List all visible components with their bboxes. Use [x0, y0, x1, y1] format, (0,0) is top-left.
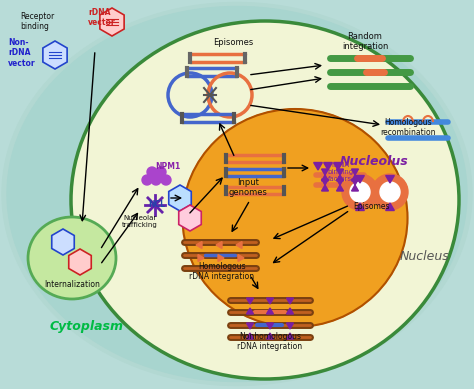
Text: NPM1: NPM1 [155, 162, 180, 171]
Polygon shape [69, 249, 91, 275]
Circle shape [380, 182, 400, 202]
Circle shape [342, 174, 378, 210]
Polygon shape [52, 229, 74, 255]
Text: rDNA
binding
factors: rDNA binding factors [327, 162, 353, 182]
Text: NCL: NCL [148, 200, 165, 209]
Text: Nucleus: Nucleus [400, 250, 450, 263]
Circle shape [156, 167, 166, 177]
Circle shape [161, 175, 171, 185]
Circle shape [147, 167, 157, 177]
Text: Non-
rDNA
vector: Non- rDNA vector [8, 38, 36, 68]
Text: Cytoplasm: Cytoplasm [50, 320, 124, 333]
Ellipse shape [2, 2, 472, 385]
Text: Internalization: Internalization [44, 280, 100, 289]
Polygon shape [179, 205, 201, 231]
Text: Nucleolus: Nucleolus [340, 155, 409, 168]
Ellipse shape [28, 217, 116, 299]
Polygon shape [43, 41, 67, 69]
Circle shape [372, 174, 408, 210]
Text: Input
genomes: Input genomes [228, 178, 267, 197]
Text: Nonhomologous
rDNA integration: Nonhomologous rDNA integration [237, 332, 302, 351]
Text: Nucleolar
trafficking: Nucleolar trafficking [122, 215, 158, 228]
Circle shape [350, 182, 370, 202]
Text: Receptor
binding: Receptor binding [20, 12, 54, 32]
Text: Random
integration: Random integration [342, 32, 388, 51]
Circle shape [142, 175, 152, 185]
Text: rDNA
vector: rDNA vector [88, 8, 116, 27]
Text: Episomes: Episomes [213, 38, 253, 47]
Text: Episomes: Episomes [354, 202, 390, 211]
Circle shape [151, 175, 161, 185]
Polygon shape [169, 185, 191, 211]
Polygon shape [100, 8, 124, 36]
Ellipse shape [182, 109, 408, 327]
Text: Homologous
rDNA integration: Homologous rDNA integration [190, 262, 255, 281]
Ellipse shape [71, 21, 459, 379]
Ellipse shape [7, 7, 467, 382]
Text: Homologous
recombination: Homologous recombination [380, 118, 436, 137]
